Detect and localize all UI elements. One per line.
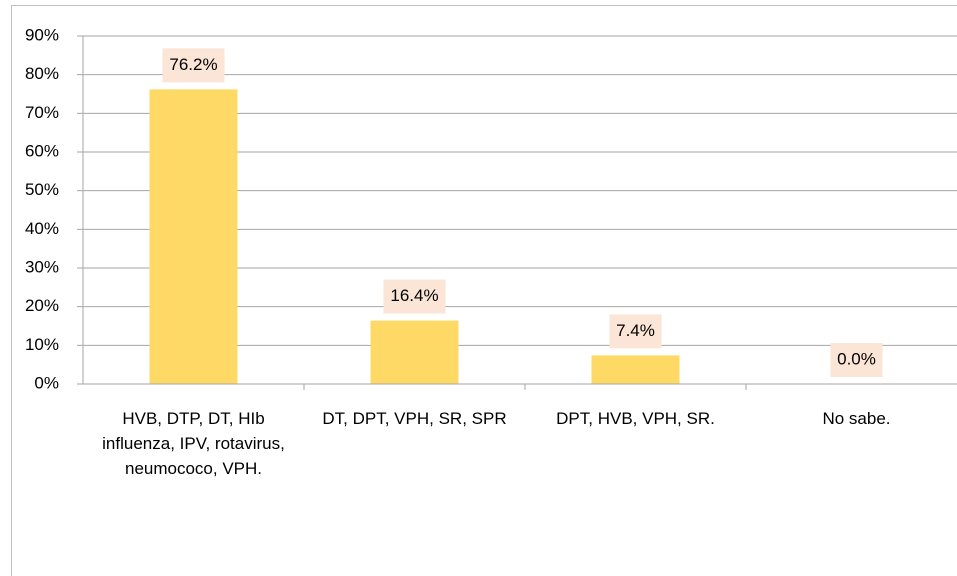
y-tick-label: 20% bbox=[25, 296, 59, 315]
data-label-background bbox=[609, 314, 662, 349]
x-tick-label: No sabe. bbox=[822, 409, 891, 428]
x-tick-label: DT, DPT, VPH, SR, SPR bbox=[322, 409, 507, 428]
data-label: 0.0% bbox=[837, 349, 876, 368]
data-label-background bbox=[162, 48, 225, 83]
x-tick-label: HVB, DTP, DT, HIb influenza, IPV, rotavi… bbox=[102, 409, 285, 478]
y-tick-label: 40% bbox=[25, 219, 59, 238]
bar bbox=[149, 89, 238, 385]
y-tick-label: 0% bbox=[34, 373, 59, 392]
data-label: 7.4% bbox=[616, 321, 655, 340]
y-tick-label: 90% bbox=[25, 25, 59, 44]
data-label-background bbox=[383, 279, 446, 314]
y-tick-label: 80% bbox=[25, 64, 59, 83]
data-label-background bbox=[830, 343, 883, 377]
data-label: 16.4% bbox=[390, 286, 438, 305]
y-tick-label: 60% bbox=[25, 141, 59, 160]
y-tick-label: 30% bbox=[25, 257, 59, 276]
bar bbox=[370, 320, 459, 384]
y-tick-label: 70% bbox=[25, 103, 59, 122]
chart-frame bbox=[11, 5, 957, 576]
y-tick-label: 10% bbox=[25, 335, 59, 354]
data-label: 76.2% bbox=[169, 55, 217, 74]
x-tick-label: DPT, HVB, VPH, SR. bbox=[556, 409, 715, 428]
bar bbox=[591, 355, 680, 384]
y-tick-label: 50% bbox=[25, 180, 59, 199]
